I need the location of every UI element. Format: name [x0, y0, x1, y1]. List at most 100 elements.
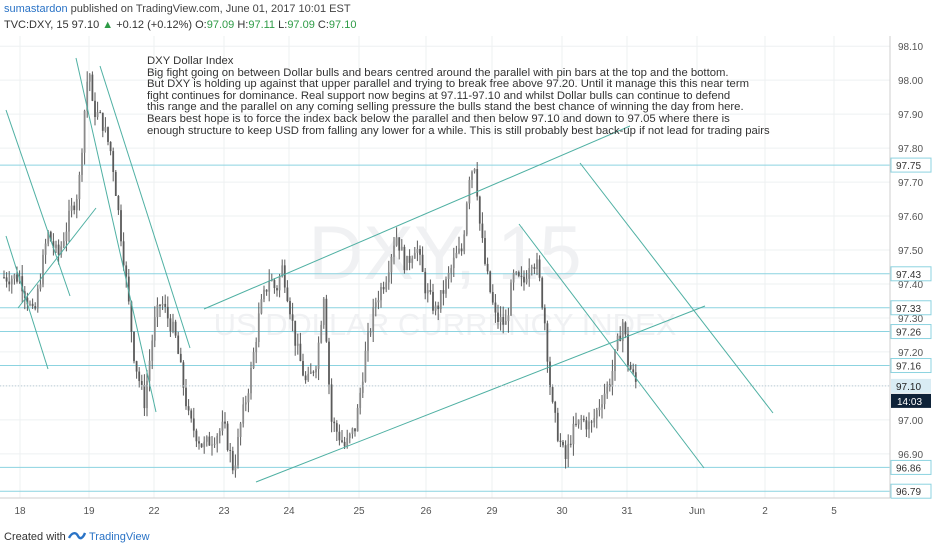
candle-body — [234, 465, 237, 471]
candle-body — [239, 423, 242, 438]
annotation-line: But DXY is holding up against that upper… — [147, 78, 750, 91]
candle-body — [211, 444, 213, 446]
created-with-text: Created with — [4, 531, 66, 543]
y-tick-label: 98.00 — [898, 76, 923, 87]
candle-body — [634, 372, 637, 382]
ohlc-close: 97.10 — [328, 19, 357, 31]
candle-body — [533, 267, 536, 269]
candle-body — [49, 231, 52, 242]
tradingview-brand-link[interactable]: TradingView — [89, 531, 150, 543]
candle-body — [166, 306, 169, 319]
candle-body — [151, 340, 154, 361]
candle-body — [520, 275, 523, 277]
candle-body — [403, 246, 406, 271]
candle-body — [156, 304, 159, 318]
candle-body — [398, 237, 401, 251]
candle-body — [112, 151, 115, 172]
level-label: 97.75 — [896, 161, 921, 172]
footer: Created with TradingView — [0, 522, 932, 550]
candle-body — [395, 237, 398, 246]
candle-body — [590, 421, 593, 423]
candle-body — [257, 313, 260, 342]
candle-body — [611, 370, 614, 387]
trend-lines — [5, 57, 774, 483]
price-chart[interactable]: DXY, 15 US DOLLAR CURRENCY INDEX 96.90 97.… — [0, 36, 932, 522]
candle-body — [411, 258, 414, 263]
candle-body — [601, 404, 603, 408]
candle-body — [528, 268, 531, 279]
candle-body — [348, 433, 351, 439]
level-label-box — [890, 483, 932, 499]
candle-body — [351, 428, 354, 434]
candle-body — [439, 290, 442, 310]
candle-body — [29, 303, 31, 305]
candle-body — [250, 368, 252, 394]
y-tick-label: 98.10 — [898, 42, 923, 53]
x-tick-label: 30 — [556, 506, 568, 517]
ohlc-label-o: O: — [195, 19, 207, 31]
candle-body — [36, 288, 39, 309]
candle-body — [278, 276, 281, 291]
candle-body — [252, 352, 255, 369]
candle-body — [624, 322, 627, 335]
candle-body — [507, 315, 510, 322]
candle-body — [491, 291, 494, 303]
candle-body — [3, 277, 5, 279]
author-link[interactable]: sumastardon — [4, 3, 68, 15]
candle-body — [567, 443, 570, 460]
level-label: 97.43 — [896, 270, 921, 281]
candle-body — [307, 373, 310, 381]
candle-body — [465, 203, 468, 235]
price-change: +0.12 (+0.12%) — [116, 19, 193, 31]
candle-body — [62, 241, 65, 247]
candle-body — [385, 282, 388, 290]
candle-body — [432, 291, 434, 311]
candle-body — [221, 421, 224, 431]
annotation-line: Big fight going on between Dollar bulls … — [147, 66, 729, 79]
candle-body — [270, 280, 273, 282]
candle-body — [125, 265, 128, 277]
candle-body — [205, 436, 208, 442]
candle-body — [582, 418, 585, 421]
candle-body — [13, 274, 16, 279]
candle-body — [603, 393, 606, 405]
candle-body — [442, 290, 445, 294]
candle-body — [286, 287, 289, 302]
candle-body — [502, 316, 505, 325]
y-tick-label: 97.30 — [898, 314, 923, 325]
watermark-name: US DOLLAR CURRENCY INDEX — [214, 307, 677, 342]
level-label-box — [890, 459, 932, 475]
candle-body — [133, 331, 135, 362]
level-label: 97.33 — [896, 304, 921, 315]
candle-body — [140, 381, 143, 385]
up-arrow-icon: ▲ — [102, 19, 114, 31]
candle-body — [549, 361, 551, 388]
candle-body — [255, 341, 258, 353]
last-price: 97.10 — [71, 19, 100, 31]
candle-body — [372, 307, 375, 332]
candle-body — [512, 272, 515, 283]
candle-body — [494, 302, 497, 313]
candle-body — [263, 289, 265, 300]
y-tick-label: 97.60 — [898, 212, 923, 223]
candle-body — [96, 112, 99, 118]
candle-body — [504, 321, 507, 325]
candle-body — [117, 195, 120, 211]
candle-body — [39, 284, 42, 289]
candle-body — [130, 301, 133, 332]
x-tick-label: 5 — [831, 506, 837, 517]
candle-body — [458, 248, 460, 253]
candle-body — [302, 361, 304, 376]
candle-body — [447, 272, 450, 280]
candle-body — [192, 418, 195, 431]
candle-body — [244, 402, 247, 405]
candle-body — [109, 141, 112, 152]
candle-body — [429, 290, 432, 292]
candle-body — [101, 112, 104, 131]
candle-body — [312, 371, 315, 373]
candle-body — [489, 271, 492, 292]
candle-body — [52, 241, 55, 248]
candle-body — [416, 248, 419, 253]
trend-line — [5, 109, 71, 297]
candle-body — [426, 290, 429, 294]
